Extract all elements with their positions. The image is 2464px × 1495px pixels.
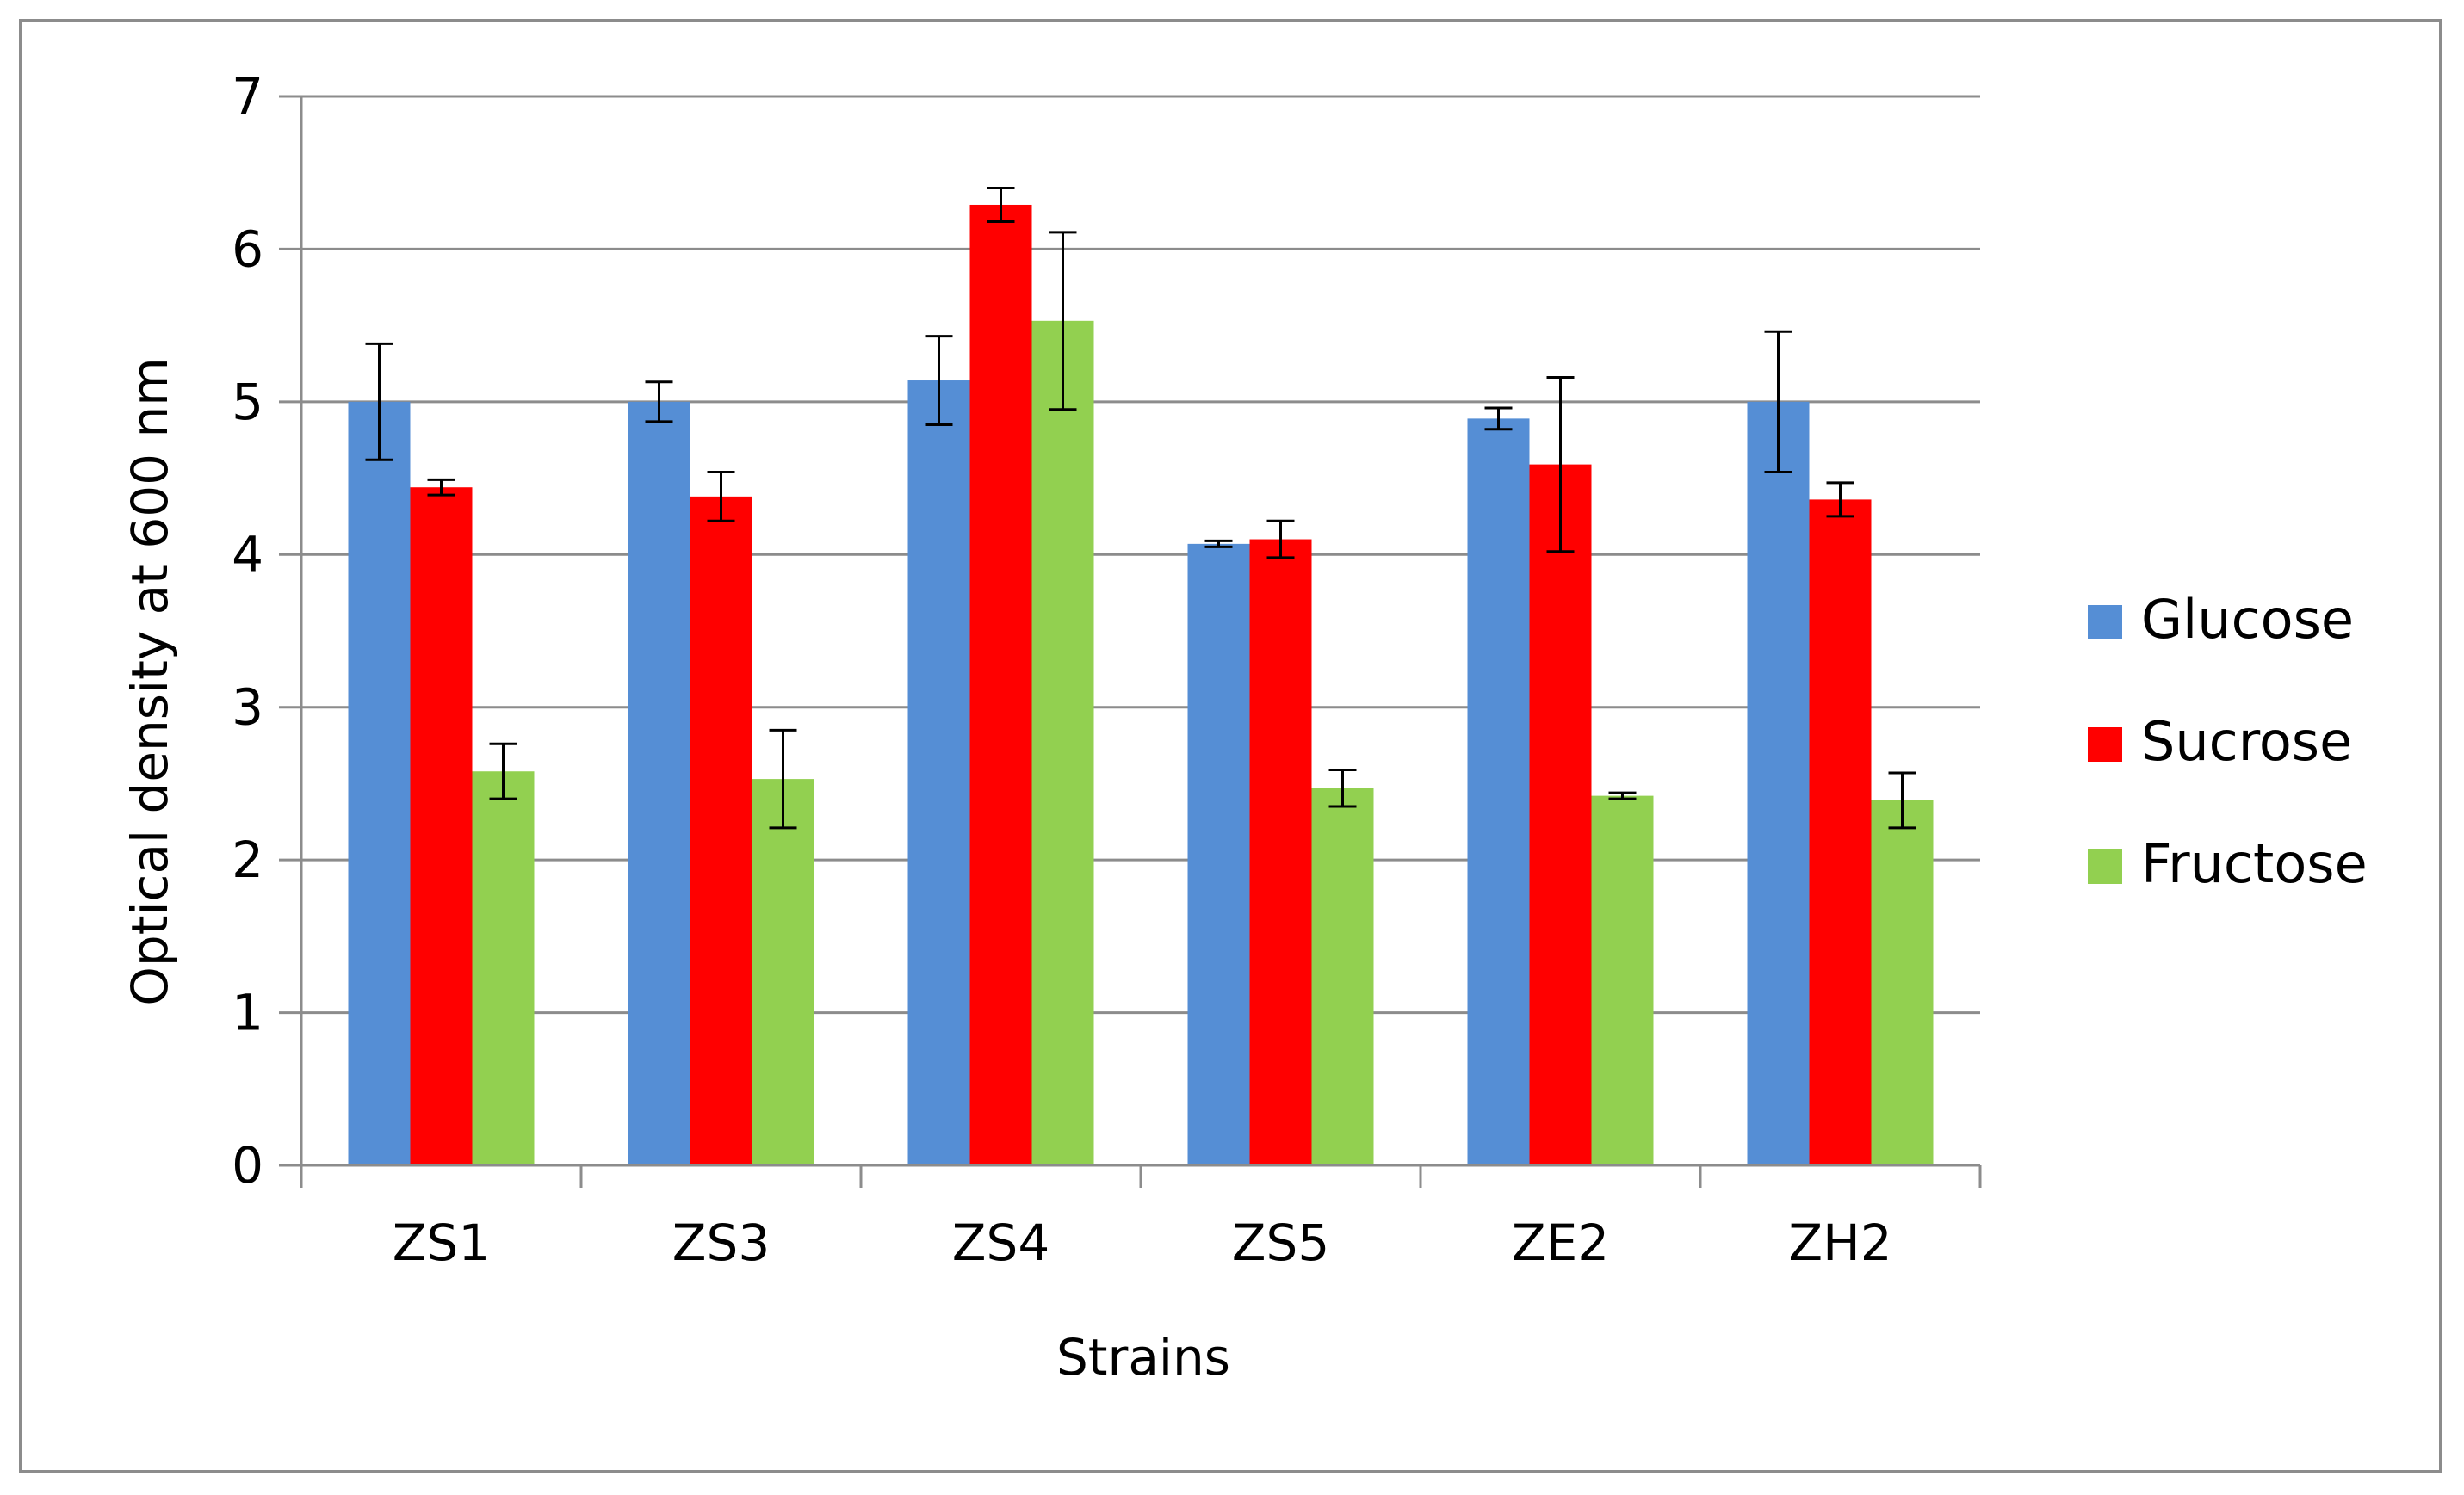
bar-glucose-zs3	[628, 401, 690, 1165]
bar-fructose-zs3	[752, 779, 814, 1165]
legend-label-sucrose: Sucrose	[2141, 710, 2352, 773]
y-tick-label: 7	[232, 67, 263, 126]
y-tick-label: 5	[232, 373, 263, 431]
y-tick-label: 4	[232, 525, 263, 584]
legend-label-fructose: Fructose	[2141, 832, 2368, 895]
legend: Glucose Sucrose Fructose	[2088, 588, 2368, 895]
bars	[348, 204, 1934, 1166]
y-axis-title: Optical density at 600 nm	[121, 357, 179, 1006]
legend-swatch-glucose	[2088, 605, 2122, 639]
x-tick-label-zs5: ZS5	[1232, 1214, 1329, 1272]
bar-fructose-zs1	[472, 771, 535, 1165]
axes: 0 1 2 3 4 5 6 7 ZS1 ZS3 ZS4 ZS5 ZE2 ZH2	[232, 67, 1982, 1272]
legend-label-glucose: Glucose	[2141, 588, 2354, 651]
bar-fructose-zs5	[1311, 788, 1374, 1165]
x-tick-label-zs3: ZS3	[672, 1214, 770, 1272]
bar-fructose-zh2	[1871, 800, 1934, 1165]
x-tick-label-ze2: ZE2	[1512, 1214, 1609, 1272]
bar-glucose-zh2	[1747, 401, 1810, 1165]
bar-glucose-zs5	[1187, 543, 1250, 1165]
y-tick-label: 1	[232, 984, 263, 1042]
x-tick-label-zs1: ZS1	[393, 1214, 490, 1272]
y-tick-label: 2	[232, 831, 263, 889]
bar-glucose-ze2	[1467, 418, 1530, 1166]
x-tick-label-zh2: ZH2	[1788, 1214, 1891, 1272]
bar-sucrose-zs3	[690, 496, 752, 1165]
bar-sucrose-ze2	[1529, 464, 1592, 1165]
x-axis-title: Strains	[1056, 1328, 1230, 1387]
bar-sucrose-zs5	[1249, 539, 1312, 1165]
y-tick-label: 0	[232, 1136, 263, 1195]
bar-fructose-ze2	[1591, 795, 1654, 1165]
bar-sucrose-zh2	[1809, 499, 1872, 1165]
y-tick-label: 6	[232, 219, 263, 278]
gridlines	[301, 95, 1980, 1015]
legend-swatch-fructose	[2088, 849, 2122, 884]
x-tick-label-zs4: ZS4	[952, 1214, 1049, 1272]
bar-sucrose-zs1	[410, 487, 473, 1165]
bar-sucrose-zs4	[969, 204, 1032, 1166]
error-bars	[365, 186, 1916, 830]
legend-swatch-sucrose	[2088, 727, 2122, 762]
y-tick-label: 3	[232, 678, 263, 737]
bar-glucose-zs1	[348, 401, 411, 1165]
bar-fructose-zs4	[1031, 320, 1094, 1165]
bar-glucose-zs4	[907, 380, 970, 1165]
